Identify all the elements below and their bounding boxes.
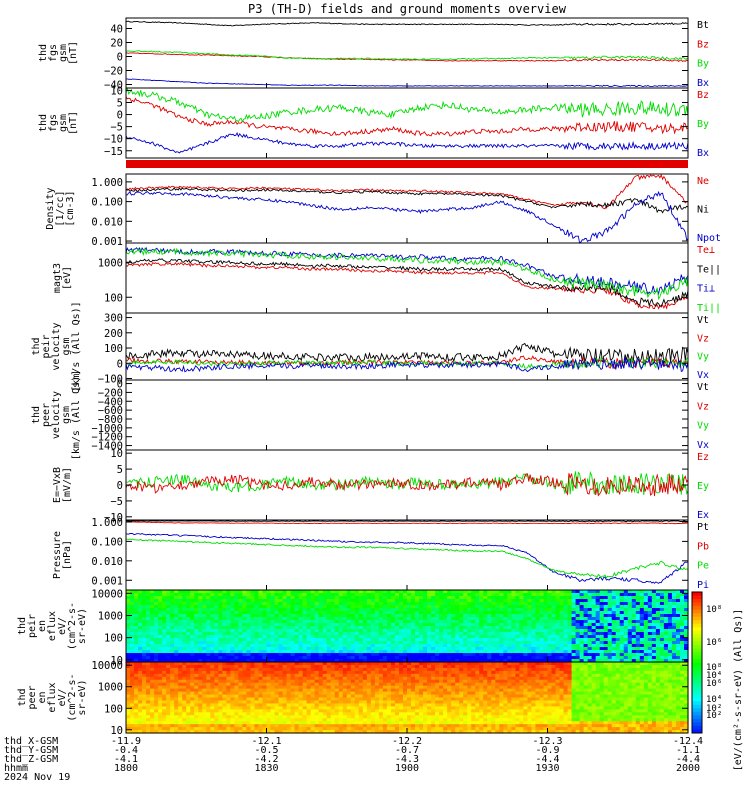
legend-Npot: Npot bbox=[697, 233, 721, 244]
y-tick-label: 10 bbox=[110, 85, 123, 97]
y-tick-label: 0.100 bbox=[91, 197, 123, 209]
panel-pressure bbox=[126, 520, 688, 590]
legend-Ey: Ey bbox=[697, 481, 709, 492]
legend-Pt: Pt bbox=[697, 522, 709, 533]
series-Ti|| bbox=[126, 249, 688, 299]
panel-spec_e bbox=[126, 662, 689, 734]
series-Npot bbox=[126, 192, 688, 243]
y-tick-label: 100 bbox=[104, 633, 123, 645]
y-tick-label: 0.010 bbox=[91, 216, 123, 228]
panel-fgs bbox=[126, 18, 688, 88]
figure-title: P3 (TH-D) fields and ground moments over… bbox=[248, 2, 567, 16]
legend-By: By bbox=[697, 119, 709, 130]
y-axis-label: [nT] bbox=[68, 41, 79, 65]
y-tick-label: 40 bbox=[110, 24, 123, 36]
legend-Ex: Ex bbox=[697, 510, 709, 521]
y-tick-label: −15 bbox=[104, 146, 123, 158]
legend-Vt: Vt bbox=[697, 315, 709, 326]
panel-vel_e bbox=[126, 380, 688, 450]
y-tick-label: 0.001 bbox=[91, 236, 123, 248]
series-Bt bbox=[126, 21, 688, 26]
y-tick-label: 5 bbox=[117, 97, 123, 109]
y-tick-label: 1.000 bbox=[91, 177, 123, 189]
legend-Vx: Vx bbox=[697, 370, 709, 381]
legend-By: By bbox=[697, 59, 709, 70]
legend-Bz: Bz bbox=[697, 39, 709, 50]
y-axis-label: [km/s (All Qs)] bbox=[71, 370, 82, 460]
panel-frame bbox=[126, 243, 688, 313]
legend-Bx: Bx bbox=[697, 78, 709, 89]
panel-frame bbox=[126, 380, 688, 450]
y-tick-label: 20 bbox=[110, 38, 123, 50]
legend-Pb: Pb bbox=[697, 541, 709, 552]
legend-Vt: Vt bbox=[697, 382, 709, 393]
y-tick-label: 1000 bbox=[98, 610, 123, 622]
y-axis-label: sr-eV) bbox=[77, 608, 88, 644]
legend-Bx: Bx bbox=[697, 148, 709, 159]
legend-Vy: Vy bbox=[697, 421, 709, 432]
panel-spec_i bbox=[126, 590, 689, 663]
panel-vel_i bbox=[126, 313, 688, 380]
y-tick-label: 100 bbox=[104, 292, 123, 304]
y-tick-label: −20 bbox=[104, 66, 123, 78]
series-Pt bbox=[126, 521, 688, 522]
series-Ez bbox=[126, 473, 688, 496]
y-tick-label: 10 bbox=[110, 448, 123, 460]
series-Pb bbox=[126, 522, 688, 524]
y-axis-label: [mV/m] bbox=[62, 467, 73, 503]
y-tick-label: 0.001 bbox=[91, 575, 123, 587]
y-tick-label: 0 bbox=[117, 52, 123, 64]
y-tick-label: 0 bbox=[117, 358, 123, 370]
y-tick-label: 1000 bbox=[98, 257, 123, 269]
series-Te⊥ bbox=[126, 263, 688, 309]
legend-Vx: Vx bbox=[697, 440, 709, 451]
series-Pe bbox=[126, 539, 688, 578]
series-Ey bbox=[126, 471, 688, 495]
legend-Bt: Bt bbox=[697, 20, 709, 31]
y-tick-label: 5 bbox=[117, 464, 123, 476]
legend-Pe: Pe bbox=[697, 561, 709, 572]
panel-frame bbox=[126, 313, 688, 380]
series-Bx bbox=[126, 133, 688, 153]
y-axis-label: [cm-3] bbox=[65, 190, 76, 226]
y-tick-label: 0.010 bbox=[91, 556, 123, 568]
legend-Ne: Ne bbox=[697, 176, 709, 187]
legend-Ni: Ni bbox=[697, 205, 709, 216]
y-tick-label: 300 bbox=[104, 313, 123, 325]
panel-fgs_zoom bbox=[126, 88, 688, 158]
panel-frame bbox=[126, 450, 688, 520]
legend-Vy: Vy bbox=[697, 352, 709, 363]
legend-Ti||: Ti|| bbox=[697, 303, 721, 314]
series-By bbox=[126, 88, 688, 122]
panel-temp bbox=[126, 243, 688, 313]
y-tick-label: 0.100 bbox=[91, 536, 123, 548]
legend-Ez: Ez bbox=[697, 452, 709, 463]
legend-Pi: Pi bbox=[697, 580, 709, 591]
panel-frame bbox=[126, 18, 688, 88]
legend-Te||: Te|| bbox=[697, 264, 721, 275]
y-tick-label: 100 bbox=[104, 343, 123, 355]
y-tick-label: −5 bbox=[110, 496, 123, 508]
panel-density bbox=[126, 174, 688, 243]
series-Ne bbox=[126, 175, 688, 209]
panel-efield bbox=[126, 450, 688, 520]
legend-Vz: Vz bbox=[697, 401, 709, 412]
y-axis-label: [nPa] bbox=[62, 540, 73, 570]
legend-Te⊥: Te⊥ bbox=[697, 245, 715, 256]
legend-Vz: Vz bbox=[697, 333, 709, 344]
y-tick-label: 200 bbox=[104, 328, 123, 340]
panel-frame bbox=[126, 520, 688, 590]
y-axis-label: [eV] bbox=[62, 266, 73, 290]
y-tick-label: 0 bbox=[117, 110, 123, 122]
y-tick-label: 1.000 bbox=[91, 517, 123, 529]
legend-Bz: Bz bbox=[697, 90, 709, 101]
y-tick-label: −5 bbox=[110, 122, 123, 134]
y-axis-label: [nT] bbox=[68, 111, 79, 135]
legend-Ti⊥: Ti⊥ bbox=[697, 284, 715, 295]
y-tick-label: 0 bbox=[117, 480, 123, 492]
y-tick-label: 10000 bbox=[91, 588, 123, 600]
y-tick-label: −10 bbox=[104, 134, 123, 146]
